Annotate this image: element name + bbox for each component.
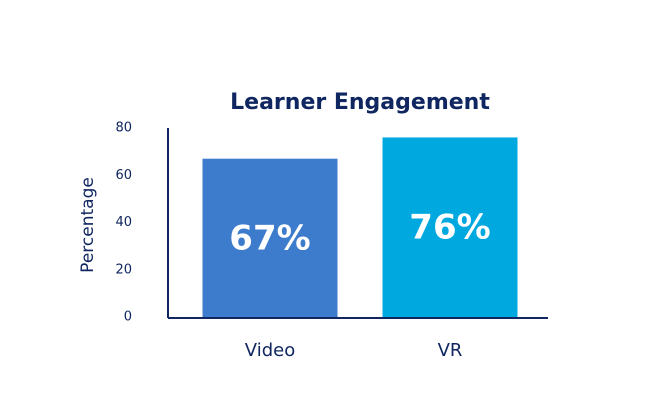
y-tick-label: 20 xyxy=(115,262,132,277)
value-label: 67% xyxy=(229,218,310,258)
bar xyxy=(382,137,518,317)
chart-title: Learner Engagement xyxy=(230,90,490,115)
y-tick-label: 40 xyxy=(115,215,132,230)
y-axis-label: Percentage xyxy=(78,177,98,273)
value-label: 76% xyxy=(409,208,490,248)
y-tick-label: 80 xyxy=(115,121,132,136)
x-tick-label: Video xyxy=(245,340,295,361)
bar xyxy=(202,158,338,317)
x-tick-label: VR xyxy=(438,340,463,361)
y-tick-label: 60 xyxy=(115,168,132,183)
y-tick-label: 0 xyxy=(124,310,132,325)
